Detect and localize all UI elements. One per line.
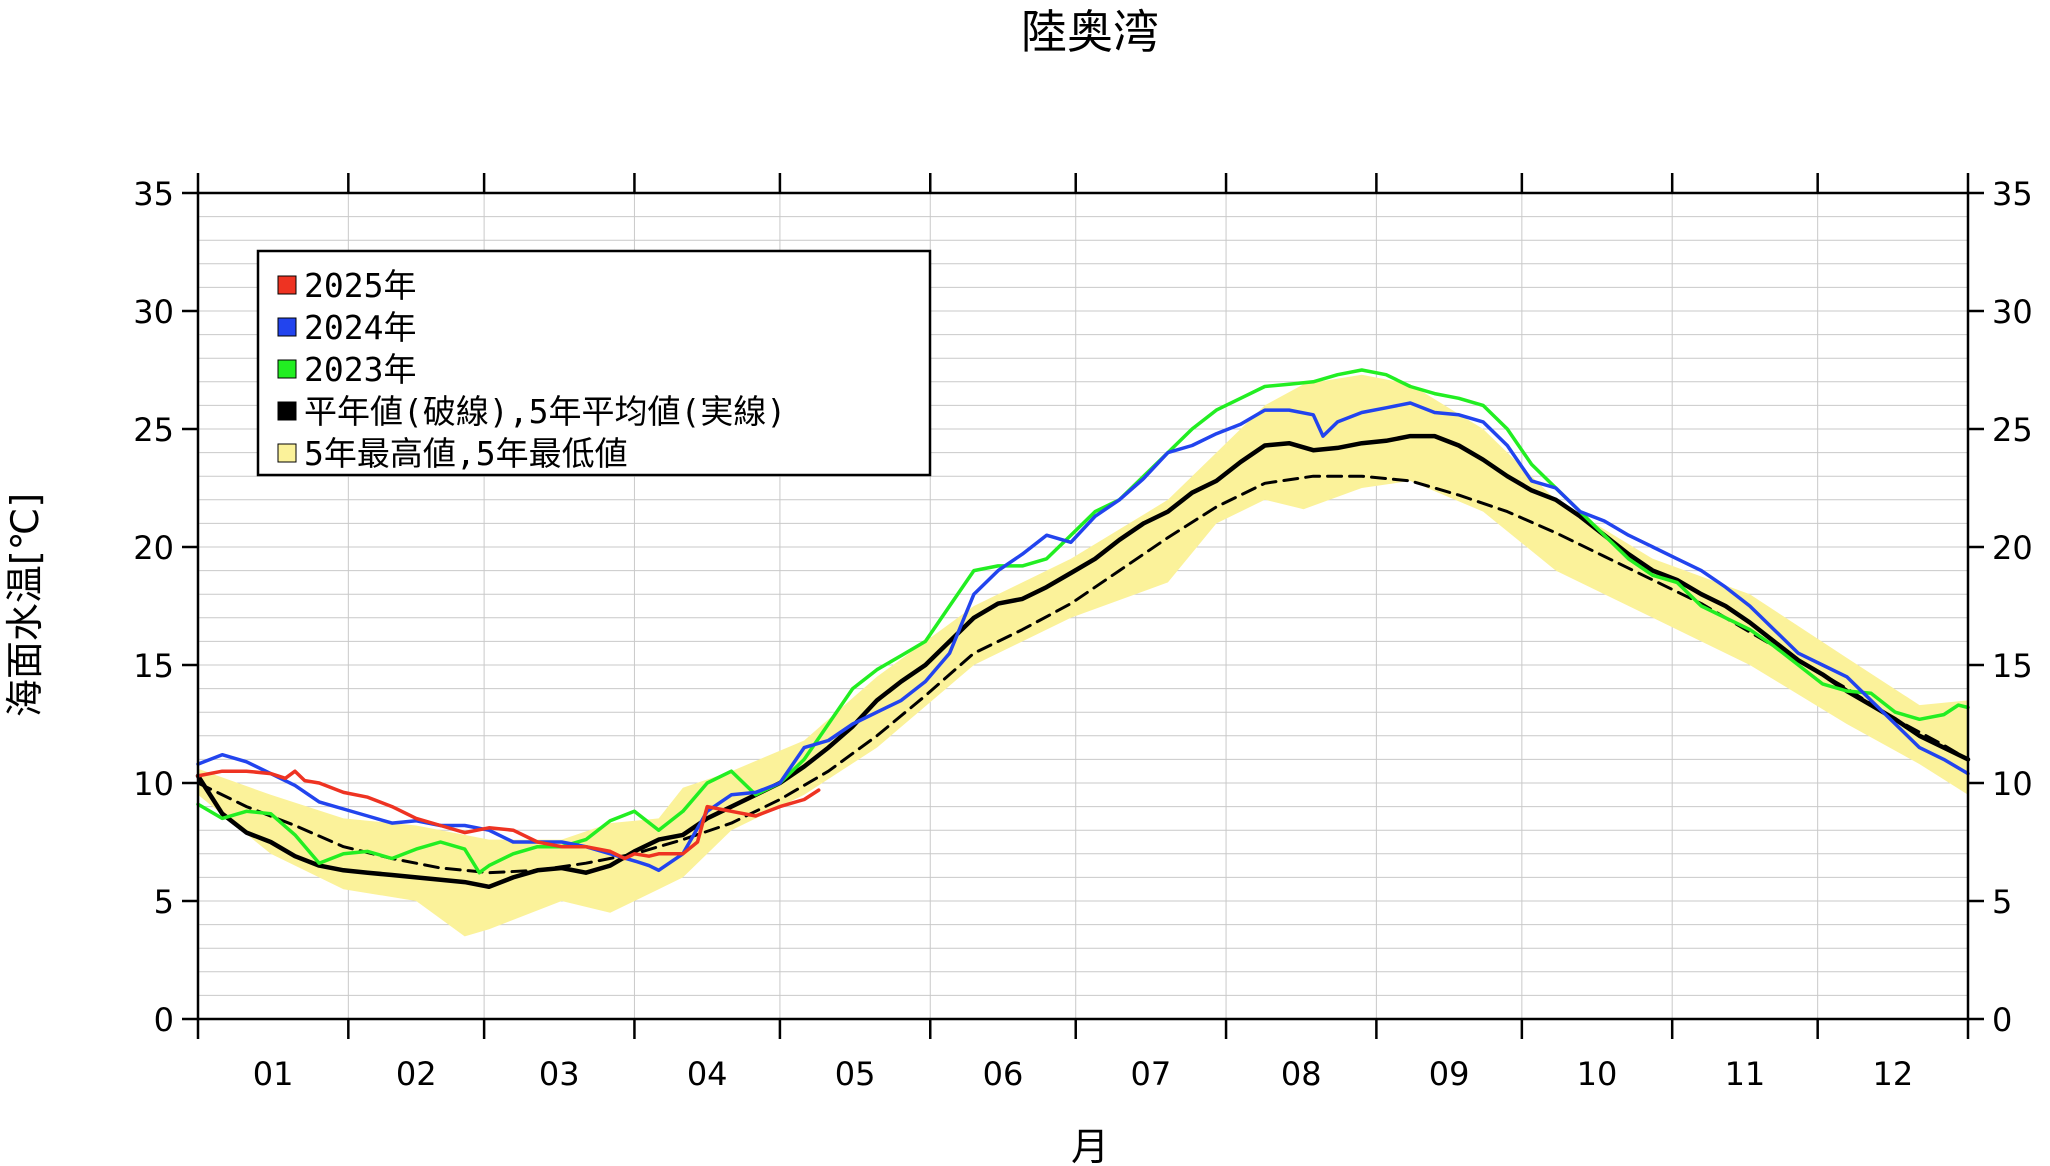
y-tick-label-right: 0 [1992, 1001, 2012, 1039]
y-tick-label-left: 30 [133, 293, 174, 331]
legend-swatch [277, 443, 297, 463]
y-tick-label-left: 5 [154, 883, 174, 921]
legend-swatch [277, 401, 297, 421]
legend-label: 2025年 [304, 266, 416, 305]
plot-frame [196, 191, 1970, 1021]
x-tick-label: 05 [835, 1055, 876, 1093]
band-area [198, 374, 1968, 937]
y-axis-title: 海面水温[℃] [3, 493, 47, 717]
x-tick-label: 10 [1577, 1055, 1618, 1093]
legend-label: 2023年 [304, 350, 416, 389]
y-tick-label-left: 15 [133, 647, 174, 685]
x-tick-label: 04 [687, 1055, 728, 1093]
y-tick-label-right: 35 [1992, 175, 2033, 213]
y-tick-label-right: 5 [1992, 883, 2012, 921]
min-max-band [198, 374, 1968, 937]
y-tick-label-right: 20 [1992, 529, 2033, 567]
y-tick-label-right: 10 [1992, 765, 2033, 803]
x-tick-label: 08 [1281, 1055, 1322, 1093]
series-lines [195, 368, 1971, 890]
y-tick-label-right: 25 [1992, 411, 2033, 449]
chart-title: 陸奥湾 [1021, 5, 1159, 59]
x-tick-label: 02 [396, 1055, 437, 1093]
y-tick-label-left: 0 [154, 1001, 174, 1039]
series-line-2 [196, 368, 1970, 875]
y-tick-label-right: 30 [1992, 293, 2033, 331]
legend-label: 2024年 [304, 308, 416, 347]
series-line-3 [195, 433, 1971, 890]
y-tick-label-left: 35 [133, 175, 174, 213]
y-tick-label-left: 20 [133, 529, 174, 567]
y-tick-label-left: 25 [133, 411, 174, 449]
y-tick-label-right: 15 [1992, 647, 2033, 685]
x-axis-title: 月 [1071, 1125, 1109, 1166]
x-tick-label: 01 [253, 1055, 294, 1093]
legend-box [256, 249, 932, 477]
y-tick-label-left: 10 [133, 765, 174, 803]
series-line-1 [196, 401, 1970, 873]
legend-label: 5年最高値,5年最低値 [304, 434, 628, 473]
series-line-0 [196, 769, 821, 861]
x-tick-label: 07 [1131, 1055, 1172, 1093]
legend-swatch [277, 317, 297, 337]
legend-swatch [277, 359, 297, 379]
x-tick-label: 12 [1872, 1055, 1913, 1093]
x-tick-label: 06 [983, 1055, 1024, 1093]
x-tick-label: 09 [1429, 1055, 1470, 1093]
legend-swatch [277, 275, 297, 295]
series-line-4 [196, 474, 1970, 875]
legend-label: 平年値(破線),5年平均値(実線) [304, 392, 786, 431]
x-tick-label: 11 [1725, 1055, 1766, 1093]
legend: 2025年2024年2023年平年値(破線),5年平均値(実線)5年最高値,5年… [256, 249, 932, 477]
x-tick-label: 03 [539, 1055, 580, 1093]
